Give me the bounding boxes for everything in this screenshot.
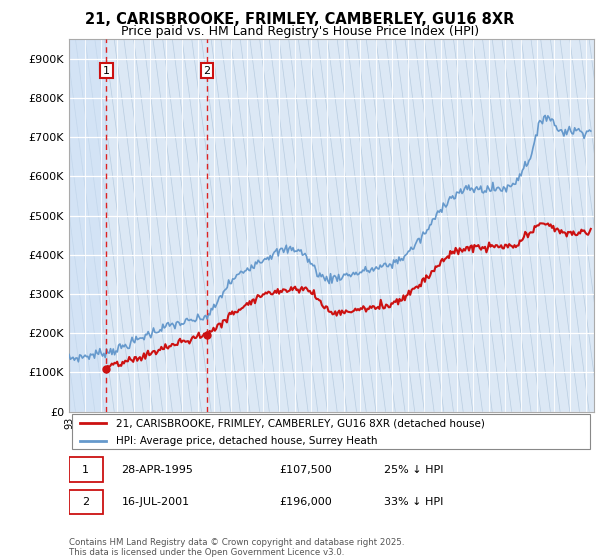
Text: 25% ↓ HPI: 25% ↓ HPI xyxy=(384,465,443,475)
Text: £196,000: £196,000 xyxy=(279,497,332,507)
Text: 33% ↓ HPI: 33% ↓ HPI xyxy=(384,497,443,507)
Text: Contains HM Land Registry data © Crown copyright and database right 2025.
This d: Contains HM Land Registry data © Crown c… xyxy=(69,538,404,557)
FancyBboxPatch shape xyxy=(71,414,590,449)
Text: HPI: Average price, detached house, Surrey Heath: HPI: Average price, detached house, Surr… xyxy=(116,436,378,446)
Text: 1: 1 xyxy=(103,66,110,76)
Text: 21, CARISBROOKE, FRIMLEY, CAMBERLEY, GU16 8XR: 21, CARISBROOKE, FRIMLEY, CAMBERLEY, GU1… xyxy=(85,12,515,27)
Text: £107,500: £107,500 xyxy=(279,465,332,475)
Text: 21, CARISBROOKE, FRIMLEY, CAMBERLEY, GU16 8XR (detached house): 21, CARISBROOKE, FRIMLEY, CAMBERLEY, GU1… xyxy=(116,418,485,428)
Text: 16-JUL-2001: 16-JUL-2001 xyxy=(121,497,190,507)
Text: Price paid vs. HM Land Registry's House Price Index (HPI): Price paid vs. HM Land Registry's House … xyxy=(121,25,479,38)
Text: 2: 2 xyxy=(82,497,89,507)
Text: 2: 2 xyxy=(203,66,211,76)
Bar xyxy=(69,39,106,412)
Text: 1: 1 xyxy=(82,465,89,475)
Text: 28-APR-1995: 28-APR-1995 xyxy=(121,465,193,475)
FancyBboxPatch shape xyxy=(69,489,103,514)
FancyBboxPatch shape xyxy=(69,458,103,482)
